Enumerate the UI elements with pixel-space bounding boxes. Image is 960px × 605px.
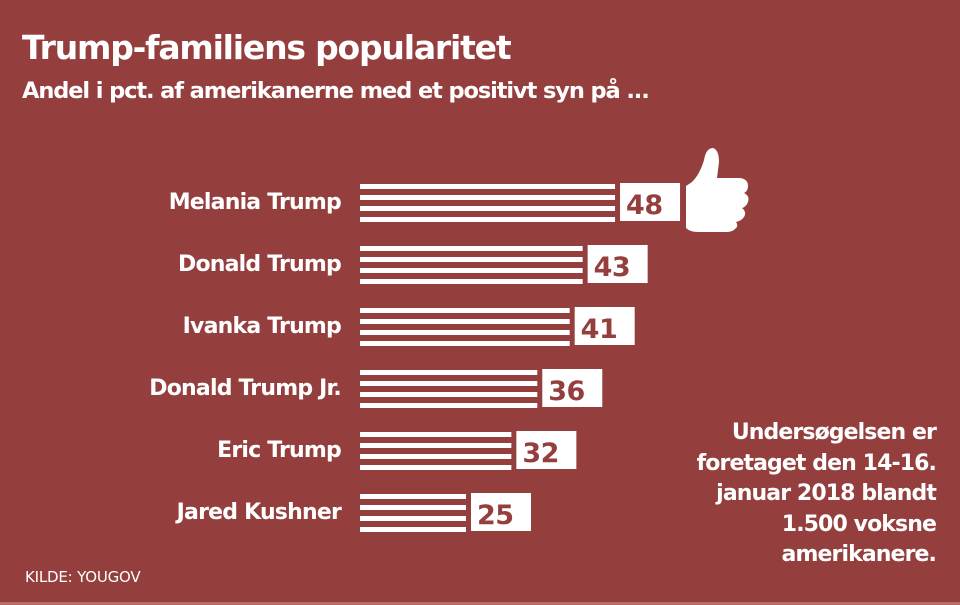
value-box xyxy=(542,369,603,407)
survey-note: Undersøgelsen er foretaget den 14-16. ja… xyxy=(676,418,937,571)
bar-stripe xyxy=(360,381,538,386)
bar-stripe xyxy=(360,432,512,437)
bar-row: Melania Trump 48 xyxy=(169,183,681,222)
category-label: Donald Trump Jr. xyxy=(149,376,341,401)
note-line: 1.500 voksne xyxy=(781,511,937,537)
bar-stripe xyxy=(360,341,570,346)
bar-stripe xyxy=(360,257,583,262)
value-label: 43 xyxy=(594,252,631,283)
bar-stripe xyxy=(360,308,570,313)
value-box xyxy=(574,307,635,345)
category-label: Donald Trump xyxy=(178,252,341,277)
bar-stripe xyxy=(360,443,512,448)
bars-layer: Melania Trump 48 Donald Trump 43 Ivanka Trum… xyxy=(149,183,681,532)
bar xyxy=(360,370,538,408)
note-line: foretaget den 14-16. xyxy=(696,450,937,476)
bar-stripe xyxy=(360,206,616,211)
source-label: KILDE: YOUGOV xyxy=(25,568,141,586)
bar xyxy=(360,184,616,222)
bar-stripe xyxy=(360,217,616,222)
bar-stripe xyxy=(360,392,538,397)
value-box xyxy=(587,245,648,283)
bar-stripe xyxy=(360,319,570,324)
value-box xyxy=(516,431,577,469)
chart-title: Trump-familiens popularitet xyxy=(22,28,512,67)
bar-stripe xyxy=(360,279,583,284)
note-line: Undersøgelsen er xyxy=(731,420,937,445)
bottom-divider xyxy=(0,602,960,605)
value-label: 32 xyxy=(522,438,559,469)
bar xyxy=(360,494,466,532)
bar-stripe xyxy=(360,184,616,189)
bar-row: Ivanka Trump 41 xyxy=(183,307,635,346)
value-label: 48 xyxy=(626,190,663,221)
bar-row: Jared Kushner 25 xyxy=(175,493,531,532)
bar-stripe xyxy=(360,516,466,521)
note-line: januar 2018 blandt xyxy=(716,481,937,506)
category-label: Jared Kushner xyxy=(175,500,342,525)
bar-stripe xyxy=(360,505,466,510)
category-label: Ivanka Trump xyxy=(183,314,341,339)
value-label: 25 xyxy=(477,500,514,531)
bar-stripe xyxy=(360,465,512,470)
value-label: 36 xyxy=(548,376,585,407)
bar-stripe xyxy=(360,403,538,408)
note-line: amerikanere. xyxy=(781,542,937,567)
chart-subtitle: Andel i pct. af amerikanerne med et posi… xyxy=(22,78,650,104)
bar-stripe xyxy=(360,370,538,375)
value-box xyxy=(620,183,681,221)
bar-stripe xyxy=(360,195,616,200)
value-box xyxy=(471,493,531,531)
bar xyxy=(360,432,512,470)
bar-stripe xyxy=(360,268,583,273)
bar xyxy=(360,246,583,284)
category-label: Eric Trump xyxy=(217,438,341,463)
bar-row: Donald Trump 43 xyxy=(178,245,648,284)
value-label: 41 xyxy=(581,314,618,345)
bar xyxy=(360,308,570,346)
category-label: Melania Trump xyxy=(169,190,341,215)
thumbs-up-icon xyxy=(686,148,749,232)
bar-stripe xyxy=(360,494,466,499)
bar-stripe xyxy=(360,454,512,459)
bar-row: Eric Trump 32 xyxy=(217,431,577,470)
bar-stripe xyxy=(360,330,570,335)
bar-stripe xyxy=(360,527,466,532)
bar-row: Donald Trump Jr. 36 xyxy=(149,369,603,408)
bar-stripe xyxy=(360,246,583,251)
